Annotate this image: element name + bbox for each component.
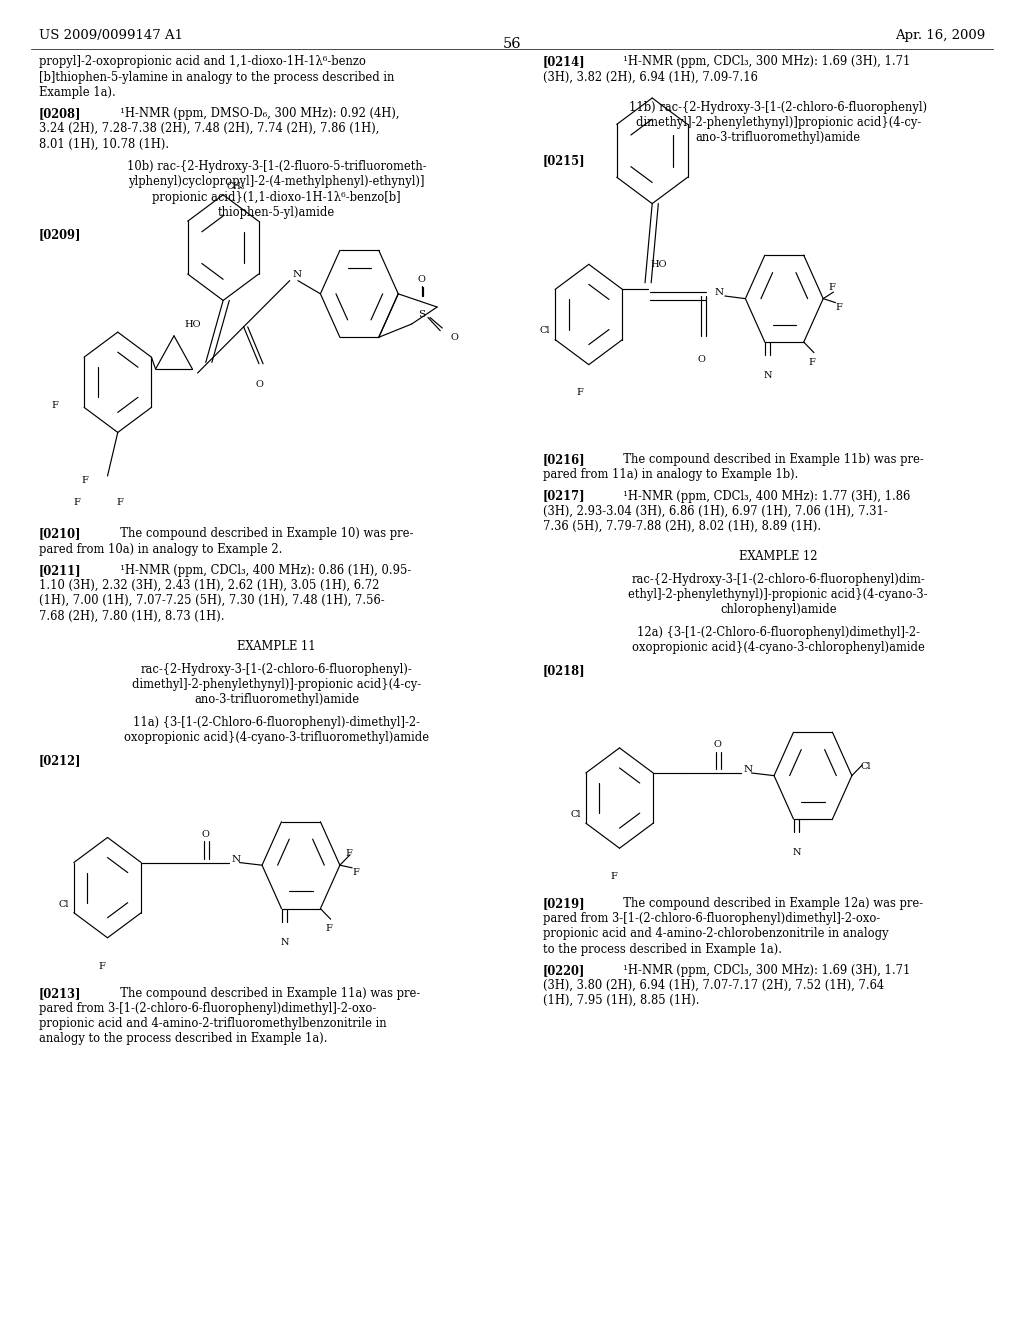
Text: F: F xyxy=(326,924,333,933)
Text: [0213]: [0213] xyxy=(39,986,82,999)
Text: Example 1a).: Example 1a). xyxy=(39,86,116,99)
Text: dimethyl]-2-phenylethynyl)]propionic acid}(4-cy-: dimethyl]-2-phenylethynyl)]propionic aci… xyxy=(636,116,921,129)
Text: 3.24 (2H), 7.28-7.38 (2H), 7.48 (2H), 7.74 (2H), 7.86 (1H),: 3.24 (2H), 7.28-7.38 (2H), 7.48 (2H), 7.… xyxy=(39,123,379,135)
Text: to the process described in Example 1a).: to the process described in Example 1a). xyxy=(543,942,781,956)
Text: [0218]: [0218] xyxy=(543,664,586,677)
Text: 56: 56 xyxy=(503,37,521,51)
Text: F: F xyxy=(610,873,617,880)
Text: [0219]: [0219] xyxy=(543,898,586,909)
Text: N: N xyxy=(764,371,772,380)
Text: [0216]: [0216] xyxy=(543,453,586,466)
Text: ¹H-NMR (ppm, CDCl₃, 300 MHz): 1.69 (3H), 1.71: ¹H-NMR (ppm, CDCl₃, 300 MHz): 1.69 (3H),… xyxy=(616,55,910,69)
Text: The compound described in Example 11b) was pre-: The compound described in Example 11b) w… xyxy=(616,453,925,466)
Text: [0209]: [0209] xyxy=(39,228,82,242)
Text: The compound described in Example 12a) was pre-: The compound described in Example 12a) w… xyxy=(616,898,924,909)
Text: 11b) rac-{2-Hydroxy-3-[1-(2-chloro-6-fluorophenyl): 11b) rac-{2-Hydroxy-3-[1-(2-chloro-6-flu… xyxy=(629,102,928,114)
Text: 8.01 (1H), 10.78 (1H).: 8.01 (1H), 10.78 (1H). xyxy=(39,137,169,150)
Text: ethyl]-2-phenylethynyl)]-propionic acid}(4-cyano-3-: ethyl]-2-phenylethynyl)]-propionic acid}… xyxy=(629,589,928,601)
Text: F: F xyxy=(51,401,58,409)
Text: (3H), 2.93-3.04 (3H), 6.86 (1H), 6.97 (1H), 7.06 (1H), 7.31-: (3H), 2.93-3.04 (3H), 6.86 (1H), 6.97 (1… xyxy=(543,504,888,517)
Text: 7.36 (5H), 7.79-7.88 (2H), 8.02 (1H), 8.89 (1H).: 7.36 (5H), 7.79-7.88 (2H), 8.02 (1H), 8.… xyxy=(543,520,821,533)
Text: O: O xyxy=(418,276,426,284)
Text: ¹H-NMR (ppm, CDCl₃, 400 MHz): 1.77 (3H), 1.86: ¹H-NMR (ppm, CDCl₃, 400 MHz): 1.77 (3H),… xyxy=(616,490,910,503)
Text: O: O xyxy=(697,355,706,364)
Text: N: N xyxy=(281,937,289,946)
Text: oxopropionic acid}(4-cyano-3-trifluoromethyl)amide: oxopropionic acid}(4-cyano-3-trifluorome… xyxy=(124,731,429,744)
Text: [0217]: [0217] xyxy=(543,490,586,503)
Text: CH₃: CH₃ xyxy=(226,182,245,190)
Text: F: F xyxy=(82,477,88,484)
Text: F: F xyxy=(836,302,843,312)
Text: N: N xyxy=(293,271,302,279)
Text: F: F xyxy=(345,849,352,858)
Text: 12a) {3-[1-(2-Chloro-6-fluorophenyl)dimethyl]-2-: 12a) {3-[1-(2-Chloro-6-fluorophenyl)dime… xyxy=(637,626,920,639)
Text: Cl: Cl xyxy=(540,326,550,335)
Text: ¹H-NMR (ppm, CDCl₃, 400 MHz): 0.86 (1H), 0.95-: ¹H-NMR (ppm, CDCl₃, 400 MHz): 0.86 (1H),… xyxy=(113,564,411,577)
Text: pared from 3-[1-(2-chloro-6-fluorophenyl)dimethyl]-2-oxo-: pared from 3-[1-(2-chloro-6-fluorophenyl… xyxy=(543,912,880,925)
Text: The compound described in Example 10) was pre-: The compound described in Example 10) wa… xyxy=(113,528,413,540)
Text: ¹H-NMR (ppm, CDCl₃, 300 MHz): 1.69 (3H), 1.71: ¹H-NMR (ppm, CDCl₃, 300 MHz): 1.69 (3H),… xyxy=(616,964,910,977)
Text: N: N xyxy=(715,288,724,297)
Text: S: S xyxy=(418,310,425,318)
Text: Cl: Cl xyxy=(570,810,581,818)
Text: F: F xyxy=(352,867,359,876)
Text: N: N xyxy=(231,854,241,863)
Text: 10b) rac-{2-Hydroxy-3-[1-(2-fluoro-5-trifluorometh-: 10b) rac-{2-Hydroxy-3-[1-(2-fluoro-5-tri… xyxy=(127,160,426,173)
Text: 1.10 (3H), 2.32 (3H), 2.43 (1H), 2.62 (1H), 3.05 (1H), 6.72: 1.10 (3H), 2.32 (3H), 2.43 (1H), 2.62 (1… xyxy=(39,579,379,593)
Text: N: N xyxy=(743,766,753,774)
Text: Apr. 16, 2009: Apr. 16, 2009 xyxy=(895,29,985,42)
Text: analogy to the process described in Example 1a).: analogy to the process described in Exam… xyxy=(39,1032,328,1045)
Text: F: F xyxy=(577,388,584,397)
Text: N: N xyxy=(793,849,801,857)
Text: ano-3-trifluoromethyl)amide: ano-3-trifluoromethyl)amide xyxy=(194,693,359,706)
Text: (3H), 3.80 (2H), 6.94 (1H), 7.07-7.17 (2H), 7.52 (1H), 7.64: (3H), 3.80 (2H), 6.94 (1H), 7.07-7.17 (2… xyxy=(543,979,884,993)
Text: [0215]: [0215] xyxy=(543,154,586,168)
Text: F: F xyxy=(828,282,836,292)
Text: The compound described in Example 11a) was pre-: The compound described in Example 11a) w… xyxy=(113,986,420,999)
Text: ano-3-trifluoromethyl)amide: ano-3-trifluoromethyl)amide xyxy=(695,131,861,144)
Text: F: F xyxy=(98,961,105,970)
Text: [0210]: [0210] xyxy=(39,528,82,540)
Text: rac-{2-Hydroxy-3-[1-(2-chloro-6-fluorophenyl)-: rac-{2-Hydroxy-3-[1-(2-chloro-6-fluoroph… xyxy=(140,663,413,676)
Text: propyl]-2-oxopropionic acid and 1,1-dioxo-1H-1λ⁶-benzo: propyl]-2-oxopropionic acid and 1,1-diox… xyxy=(39,55,366,69)
Text: F: F xyxy=(74,499,80,507)
Text: HO: HO xyxy=(650,260,667,269)
Text: F: F xyxy=(809,358,816,367)
Text: propionic acid}(1,1-dioxo-1H-1λ⁶-benzo[b]: propionic acid}(1,1-dioxo-1H-1λ⁶-benzo[b… xyxy=(153,190,400,203)
Text: [0211]: [0211] xyxy=(39,564,82,577)
Text: Cl: Cl xyxy=(860,763,870,771)
Text: Cl: Cl xyxy=(58,899,69,908)
Text: [0220]: [0220] xyxy=(543,964,585,977)
Text: chlorophenyl)amide: chlorophenyl)amide xyxy=(720,603,837,616)
Text: ylphenyl)cyclopropyl]-2-(4-methylphenyl)-ethynyl)]: ylphenyl)cyclopropyl]-2-(4-methylphenyl)… xyxy=(128,176,425,189)
Text: F: F xyxy=(117,499,123,507)
Text: HO: HO xyxy=(184,319,201,329)
Text: ¹H-NMR (ppm, DMSO-D₆, 300 MHz): 0.92 (4H),: ¹H-NMR (ppm, DMSO-D₆, 300 MHz): 0.92 (4H… xyxy=(113,107,399,120)
Text: propionic acid and 4-amino-2-trifluoromethylbenzonitrile in: propionic acid and 4-amino-2-trifluorome… xyxy=(39,1016,386,1030)
Text: EXAMPLE 12: EXAMPLE 12 xyxy=(739,550,817,564)
Text: pared from 10a) in analogy to Example 2.: pared from 10a) in analogy to Example 2. xyxy=(39,543,283,556)
Text: oxopropionic acid}(4-cyano-3-chlorophenyl)amide: oxopropionic acid}(4-cyano-3-chloropheny… xyxy=(632,642,925,655)
Text: O: O xyxy=(714,741,722,748)
Text: pared from 3-[1-(2-chloro-6-fluorophenyl)dimethyl]-2-oxo-: pared from 3-[1-(2-chloro-6-fluorophenyl… xyxy=(39,1002,376,1015)
Text: thiophen-5-yl)amide: thiophen-5-yl)amide xyxy=(218,206,335,219)
Text: O: O xyxy=(202,829,210,838)
Text: O: O xyxy=(451,334,459,342)
Text: O: O xyxy=(255,380,263,388)
Text: rac-{2-Hydroxy-3-[1-(2-chloro-6-fluorophenyl)dim-: rac-{2-Hydroxy-3-[1-(2-chloro-6-fluoroph… xyxy=(632,573,925,586)
Text: [0214]: [0214] xyxy=(543,55,586,69)
Text: [b]thiophen-5-ylamine in analogy to the process described in: [b]thiophen-5-ylamine in analogy to the … xyxy=(39,70,394,83)
Text: [0208]: [0208] xyxy=(39,107,82,120)
Text: 7.68 (2H), 7.80 (1H), 8.73 (1H).: 7.68 (2H), 7.80 (1H), 8.73 (1H). xyxy=(39,610,224,623)
Text: pared from 11a) in analogy to Example 1b).: pared from 11a) in analogy to Example 1b… xyxy=(543,469,798,482)
Text: propionic acid and 4-amino-2-chlorobenzonitrile in analogy: propionic acid and 4-amino-2-chlorobenzo… xyxy=(543,928,889,940)
Text: (3H), 3.82 (2H), 6.94 (1H), 7.09-7.16: (3H), 3.82 (2H), 6.94 (1H), 7.09-7.16 xyxy=(543,70,758,83)
Text: (1H), 7.00 (1H), 7.07-7.25 (5H), 7.30 (1H), 7.48 (1H), 7.56-: (1H), 7.00 (1H), 7.07-7.25 (5H), 7.30 (1… xyxy=(39,594,385,607)
Text: 11a) {3-[1-(2-Chloro-6-fluorophenyl)-dimethyl]-2-: 11a) {3-[1-(2-Chloro-6-fluorophenyl)-dim… xyxy=(133,715,420,729)
Text: [0212]: [0212] xyxy=(39,754,82,767)
Text: EXAMPLE 11: EXAMPLE 11 xyxy=(238,640,315,653)
Text: (1H), 7.95 (1H), 8.85 (1H).: (1H), 7.95 (1H), 8.85 (1H). xyxy=(543,994,699,1007)
Text: US 2009/0099147 A1: US 2009/0099147 A1 xyxy=(39,29,183,42)
Text: dimethyl]-2-phenylethynyl)]-propionic acid}(4-cy-: dimethyl]-2-phenylethynyl)]-propionic ac… xyxy=(132,677,421,690)
